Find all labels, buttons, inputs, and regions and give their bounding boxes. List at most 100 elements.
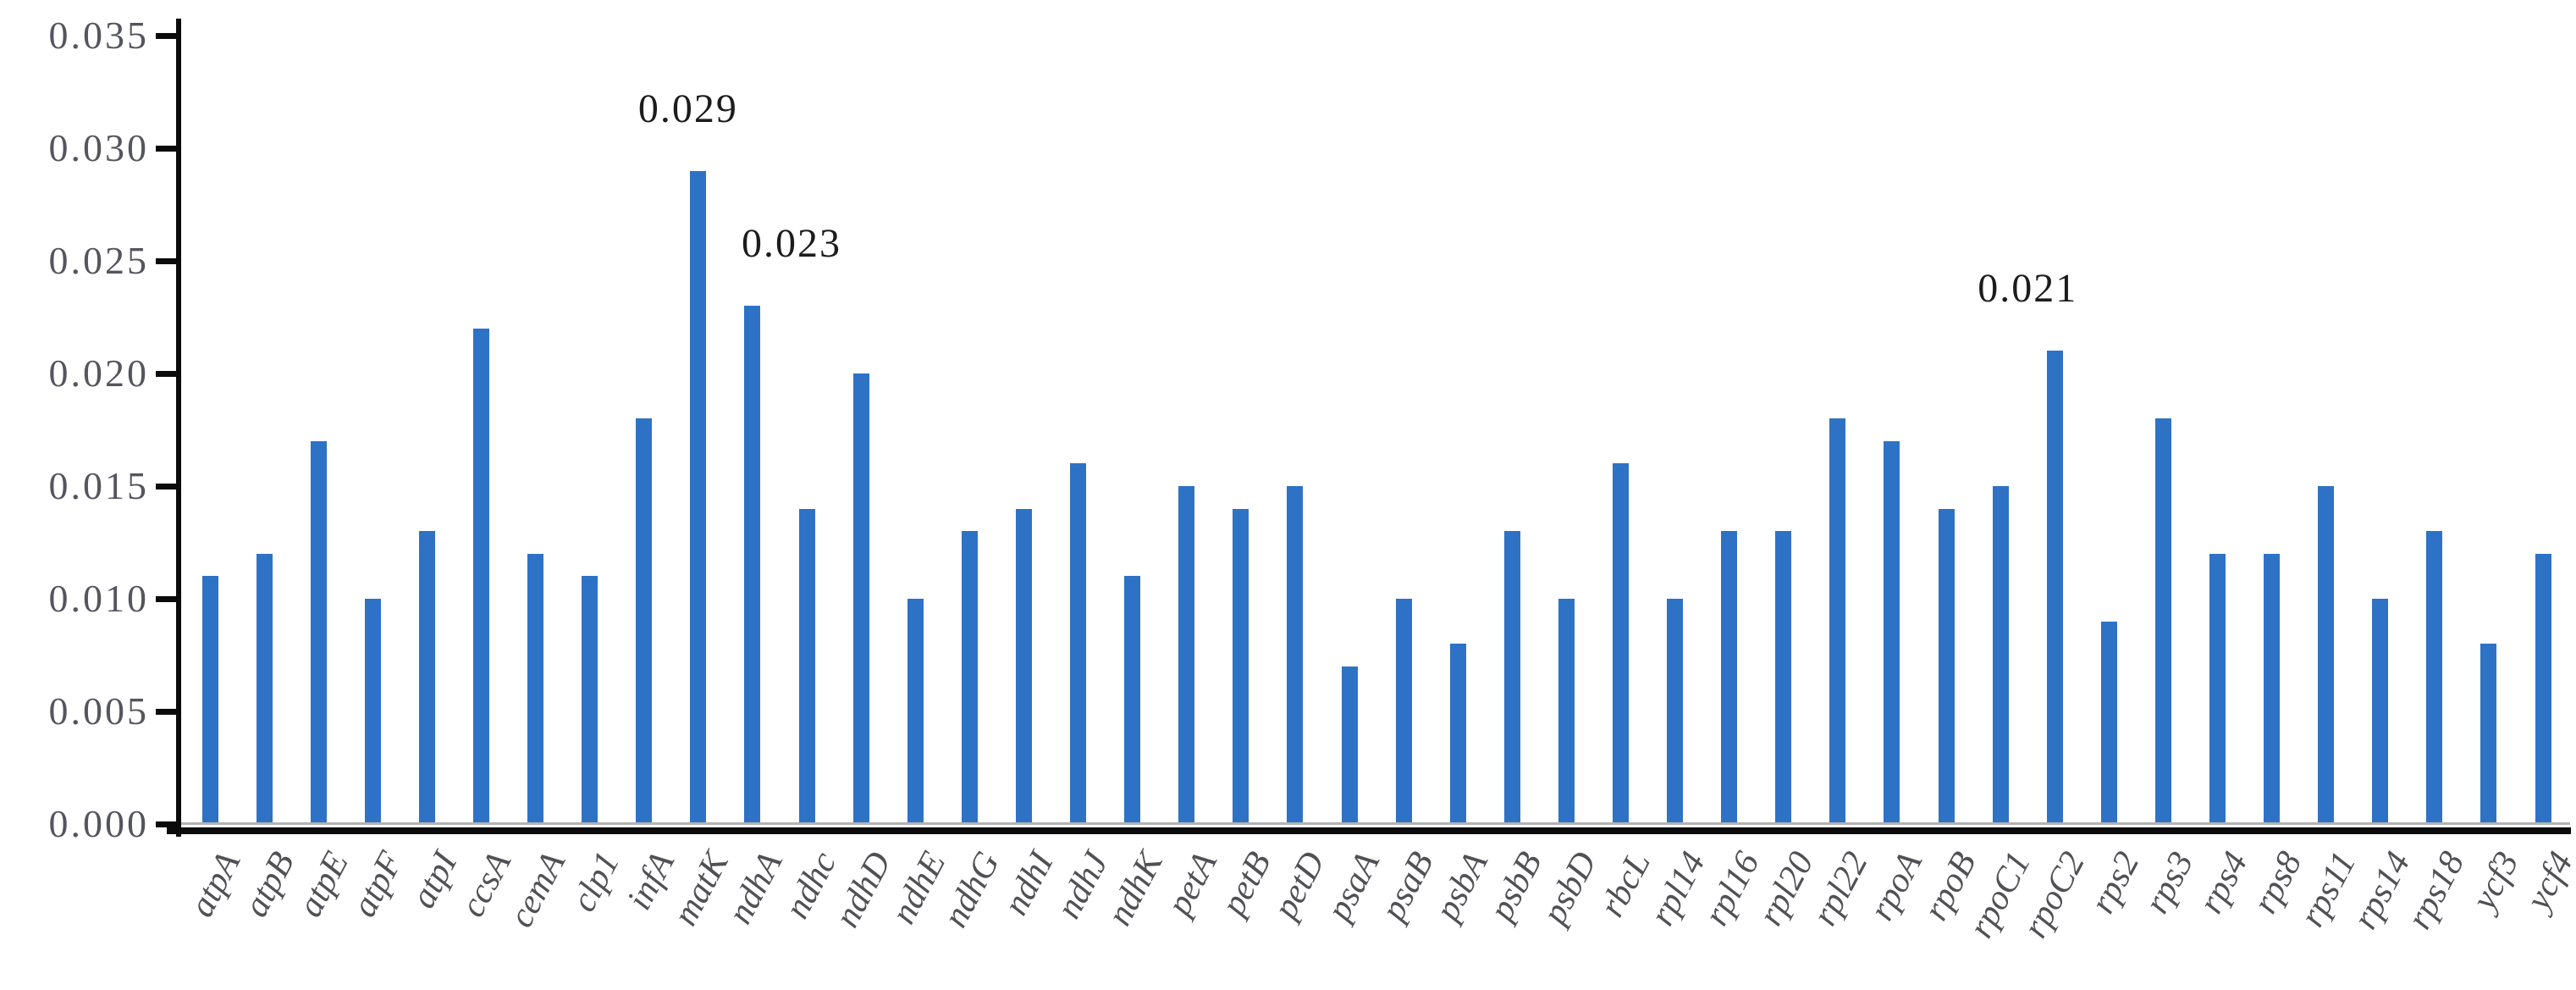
bar-ycf3 <box>2480 644 2497 824</box>
bar-petB <box>1233 509 1249 824</box>
plot-area: atpA atpB atpE atpF atpI ccsA cemA clp1 infA matK… <box>182 36 2576 944</box>
bar-slot: ndhA 0.023 <box>720 36 840 931</box>
x-axis-category-label: rps4 <box>2191 845 2256 921</box>
bar-slot: rps14 <box>2346 36 2419 936</box>
y-axis-tick-mark <box>156 258 181 264</box>
bar-rps14 <box>2372 599 2389 824</box>
bar-rps4 <box>2209 554 2226 824</box>
bar-slot: petA <box>1160 36 1224 921</box>
bar-slot: rps2 <box>2082 36 2147 920</box>
x-axis-category-label: rps3 <box>2137 845 2202 921</box>
bar-slot: rpl16 <box>1696 36 1767 932</box>
bar-atpI <box>418 531 435 824</box>
bar-psbA <box>1449 644 1466 824</box>
bar-rpoC2 <box>2046 351 2063 824</box>
y-axis-tick-label: 0.015 <box>48 464 149 507</box>
bar-slot: atpF <box>345 36 411 923</box>
x-axis-category-label: rpl20 <box>1751 845 1822 932</box>
bar-atpB <box>256 554 273 824</box>
bar-clp1 <box>582 576 598 824</box>
bar-slot: ycf4 <box>2516 36 2576 916</box>
bar-slot: rpoC1 <box>1961 36 2038 944</box>
bar-atpF <box>364 599 381 824</box>
bar-rbcL <box>1612 463 1629 824</box>
y-axis-tick-mark <box>156 371 181 377</box>
bar-slot: psaB <box>1374 36 1442 926</box>
x-axis-category-label: psbD <box>1534 845 1605 931</box>
bar-slot: clp1 <box>563 36 627 918</box>
bar-rps8 <box>2264 554 2281 824</box>
bar-psbB <box>1503 531 1520 824</box>
bar-ndhI <box>1015 509 1032 824</box>
y-axis-tick-mark <box>156 146 181 152</box>
bar-slot: ndhD <box>827 36 899 934</box>
bar-slot: infA <box>617 36 682 916</box>
bar-slot: ndhK <box>1100 36 1170 932</box>
x-axis-category-label: petB <box>1213 845 1279 922</box>
bar-slot: rps4 <box>2190 36 2255 920</box>
x-axis-category-label: atpB <box>236 845 302 924</box>
bar-ccsA <box>473 329 490 824</box>
x-axis-category-label: ycf4 <box>2518 845 2576 916</box>
bar-petA <box>1178 486 1195 824</box>
x-axis-category-label: clp1 <box>564 845 628 918</box>
x-axis-category-label: atpE <box>290 845 356 924</box>
bar-slot: rpl22 <box>1805 36 1876 932</box>
bar-rpl20 <box>1775 531 1792 824</box>
x-axis-category-label: petA <box>1159 845 1225 922</box>
bar-rps11 <box>2318 486 2335 824</box>
bar-slot: atpA <box>182 36 248 923</box>
bar-slot: psbB <box>1482 36 1550 926</box>
x-axis-category-label: rpl16 <box>1696 845 1768 932</box>
bar-rps18 <box>2426 531 2443 824</box>
x-axis-category-label: ndhK <box>1100 845 1171 932</box>
x-axis-category-label: rps2 <box>2082 845 2148 921</box>
bar-rpoA <box>1884 441 1900 824</box>
bar-ndhD <box>852 373 869 824</box>
bar-slot: ndhI <box>996 36 1062 921</box>
x-axis-category-label: atpA <box>181 845 248 924</box>
y-axis-tick-label: 0.010 <box>48 577 149 620</box>
bar-rpoC1 <box>1992 486 2009 824</box>
bar-slot: rps3 <box>2136 36 2201 920</box>
bar-slot: ycf3 <box>2462 36 2527 916</box>
bar-slot: ndhc <box>778 36 845 925</box>
plot-baseline <box>181 822 2570 825</box>
x-axis-category-label: rpl22 <box>1805 845 1876 932</box>
x-axis-category-label: matK <box>665 845 736 932</box>
y-axis-tick-label: 0.035 <box>48 14 149 57</box>
bar-psbD <box>1558 599 1575 824</box>
y-axis-tick-mark <box>156 821 181 827</box>
bar-slot: atpB <box>236 36 302 923</box>
bar-atpA <box>201 576 218 824</box>
bar-value-annotation: 0.023 <box>741 221 841 266</box>
bar-ycf4 <box>2535 554 2551 824</box>
bar-value-annotation: 0.021 <box>1978 266 2078 311</box>
bar-rpl22 <box>1829 418 1846 824</box>
y-axis-tick-mark <box>156 709 181 715</box>
y-axis-tick-mark <box>156 33 181 39</box>
y-axis-tick-label: 0.000 <box>48 802 149 845</box>
x-axis-category-label: petD <box>1266 845 1333 926</box>
bar-ndhK <box>1124 576 1141 824</box>
bar-rps2 <box>2100 622 2117 824</box>
y-axis-tick-mark <box>156 484 181 489</box>
bar-rps3 <box>2154 418 2171 824</box>
bar-slot: rpoB <box>1917 36 1984 926</box>
x-axis-category-label: cemA <box>501 845 574 934</box>
y-axis-tick-label: 0.025 <box>48 239 149 282</box>
bar-slot: rpoC2 0.021 <box>1978 36 2093 944</box>
x-axis-line <box>167 827 2571 834</box>
bar-ndhE <box>907 599 924 824</box>
bar-slot: rpl20 <box>1751 36 1821 932</box>
y-axis-tick-mark <box>156 596 181 602</box>
bar-ndhA <box>744 306 761 824</box>
bar-slot: ndhJ <box>1049 36 1116 925</box>
bar-ndhJ <box>1070 463 1087 824</box>
bar-slot: matK 0.029 <box>638 36 736 932</box>
bar-ndhc <box>798 509 815 824</box>
y-axis-tick-label: 0.030 <box>48 126 149 169</box>
x-axis-category-label: ndhI <box>996 845 1062 922</box>
bar-rpl14 <box>1667 599 1684 824</box>
